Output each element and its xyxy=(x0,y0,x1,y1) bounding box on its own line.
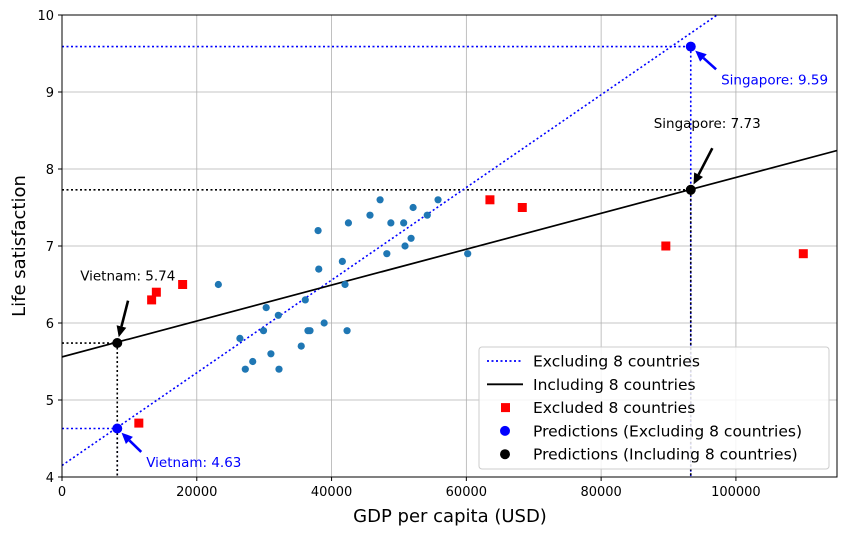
y-tick-label: 7 xyxy=(46,240,54,255)
scatter-points xyxy=(214,196,472,373)
scatter-point xyxy=(344,219,353,227)
scatter-point xyxy=(387,219,395,227)
annotation-label: Singapore: 9.59 xyxy=(721,72,828,88)
annotation-label: Vietnam: 4.63 xyxy=(146,455,241,471)
annotations: Vietnam: 4.63 Singapore: 9.59 Vietnam: 5.7… xyxy=(80,50,828,471)
prediction-including-marker xyxy=(112,338,123,349)
legend-label: Predictions (Excluding 8 countries) xyxy=(533,422,802,440)
legend-label: Excluded 8 countries xyxy=(533,399,695,417)
excluded-country-marker xyxy=(485,195,495,205)
scatter-point xyxy=(275,365,283,373)
x-axis-label: GDP per capita (USD) xyxy=(353,506,547,527)
scatter-point xyxy=(320,319,328,327)
scatter-point xyxy=(407,234,415,242)
annotation-arrow-shaft xyxy=(128,439,143,453)
excluded-country-marker xyxy=(151,287,161,297)
scatter-point xyxy=(262,304,270,312)
scatter-point xyxy=(306,327,314,335)
scatter-point xyxy=(338,257,346,265)
scatter-point xyxy=(341,280,349,289)
scatter-point xyxy=(409,203,417,212)
x-tick-label: 80000 xyxy=(580,485,621,500)
prediction-excluding-marker xyxy=(685,41,696,52)
legend-box xyxy=(478,346,830,470)
x-tick-label: 100000 xyxy=(711,485,761,500)
excluded-country-marker xyxy=(147,295,157,305)
scatter-point xyxy=(301,296,309,304)
annotation-arrow-head xyxy=(693,172,704,185)
annotation-label: Singapore: 7.73 xyxy=(654,116,761,132)
x-tick-label: 60000 xyxy=(446,485,487,500)
y-tick-label: 4 xyxy=(46,471,54,486)
prediction-including-marker xyxy=(685,184,696,195)
scatter-point xyxy=(314,227,322,235)
x-tick-label: 0 xyxy=(58,485,66,500)
annotation-arrow-head xyxy=(116,325,127,338)
scatter-point xyxy=(214,280,222,289)
annotation-arrow-shaft xyxy=(697,147,714,176)
legend-label: Including 8 countries xyxy=(533,376,696,394)
y-tick-label: 6 xyxy=(46,317,54,332)
y-axis-label: Life satisfaction xyxy=(9,175,30,317)
excluded-country-marker xyxy=(661,241,671,251)
line-including-8-countries xyxy=(62,149,837,358)
scatter-point xyxy=(315,265,323,273)
prediction-excluding-marker xyxy=(112,423,123,434)
annotation-arrow-head xyxy=(695,50,707,62)
scatter-point xyxy=(274,311,282,319)
annotation-arrow-head xyxy=(121,432,133,444)
scatter-point xyxy=(249,357,257,366)
marker-series xyxy=(112,41,808,434)
scatter-point xyxy=(383,250,391,258)
scatter-point xyxy=(400,219,408,227)
x-tick-label: 40000 xyxy=(311,485,352,500)
legend-square-swatch xyxy=(501,403,510,413)
legend-circle-swatch xyxy=(500,449,510,460)
x-axis-ticks: 0 20000 40000 60000 80000 100000 xyxy=(58,477,761,500)
scatter-point xyxy=(241,365,249,373)
x-tick-label: 20000 xyxy=(176,485,217,500)
legend: Excluding 8 countries Including 8 countri… xyxy=(478,346,830,470)
scatter-point xyxy=(297,342,305,350)
scatter-point xyxy=(464,250,472,258)
annotation-label: Vietnam: 5.74 xyxy=(80,269,175,285)
legend-label: Predictions (Including 8 countries) xyxy=(533,446,798,464)
scatter-point xyxy=(267,350,275,358)
y-tick-label: 9 xyxy=(46,86,54,101)
scatter-point xyxy=(343,327,351,335)
excluded-country-marker xyxy=(134,418,144,428)
scatter-point xyxy=(376,196,384,204)
y-tick-label: 8 xyxy=(46,163,54,178)
annotation-arrow-shaft xyxy=(702,56,717,71)
regression-lines xyxy=(62,15,837,467)
line-excluding-8-countries xyxy=(62,15,719,467)
excluded-country-marker xyxy=(178,280,188,289)
annotation-arrow-shaft xyxy=(120,300,130,327)
scatter-point xyxy=(236,334,244,342)
scatter-point xyxy=(423,211,431,219)
legend-circle-swatch xyxy=(500,425,510,436)
scatter-point xyxy=(366,211,374,219)
y-tick-label: 10 xyxy=(37,9,54,24)
excluded-country-marker xyxy=(517,203,527,212)
y-tick-label: 5 xyxy=(46,394,54,409)
scatter-point xyxy=(259,327,268,335)
legend-label: Excluding 8 countries xyxy=(533,353,700,371)
scatter-point xyxy=(434,196,442,204)
y-axis-ticks: 4 5 6 7 8 9 10 xyxy=(37,9,62,486)
excluded-country-marker xyxy=(798,249,808,259)
scatter-point xyxy=(401,242,409,250)
